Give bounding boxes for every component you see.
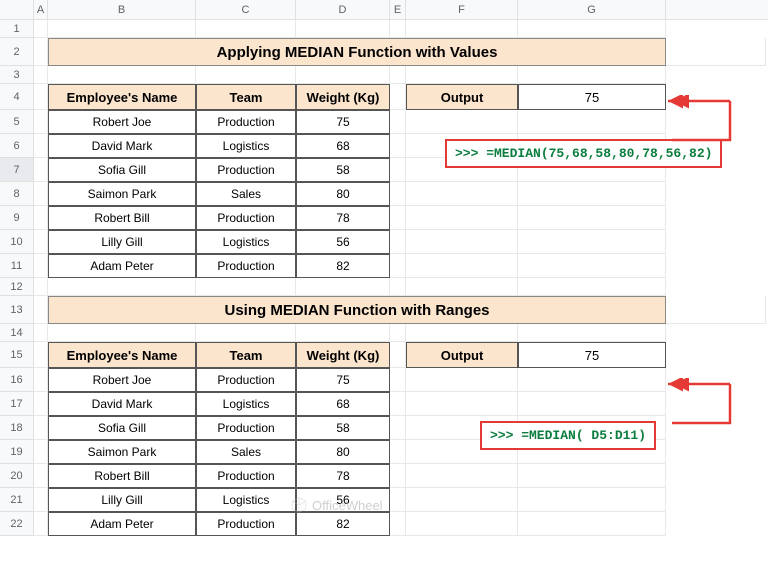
col-header-c[interactable]: C	[196, 0, 296, 19]
row-header-17[interactable]: 17	[0, 392, 34, 416]
spreadsheet: A B C D E F G 1 2 Applying MEDIAN Functi…	[0, 0, 768, 536]
col-header-f[interactable]: F	[406, 0, 518, 19]
row-header-12[interactable]: 12	[0, 278, 34, 296]
output-label-2[interactable]: Output	[406, 342, 518, 368]
cell-a1[interactable]	[34, 20, 48, 38]
cell-c1[interactable]	[196, 20, 296, 38]
row-header-3[interactable]: 3	[0, 66, 34, 84]
column-headers: A B C D E F G	[0, 0, 768, 20]
formula-annotation-2: >>> =MEDIAN( D5:D11)	[480, 421, 656, 450]
header-team-2[interactable]: Team	[196, 342, 296, 368]
watermark: OfficeWheel	[290, 496, 383, 514]
row-header-14[interactable]: 14	[0, 324, 34, 342]
table-row[interactable]: Sofia Gill	[48, 158, 196, 182]
row-header-9[interactable]: 9	[0, 206, 34, 230]
col-header-g[interactable]: G	[518, 0, 666, 19]
table-row[interactable]: Saimon Park	[48, 182, 196, 206]
row-header-5[interactable]: 5	[0, 110, 34, 134]
header-weight-2[interactable]: Weight (Kg)	[296, 342, 390, 368]
header-name-1[interactable]: Employee's Name	[48, 84, 196, 110]
row-header-21[interactable]: 21	[0, 488, 34, 512]
row-header-4[interactable]: 4	[0, 84, 34, 110]
row-header-15[interactable]: 15	[0, 342, 34, 368]
grid-body: 1 2 Applying MEDIAN Function with Values…	[0, 20, 768, 536]
table-row[interactable]: Lilly Gill	[48, 488, 196, 512]
row-header-8[interactable]: 8	[0, 182, 34, 206]
output-value-2[interactable]: 75	[518, 342, 666, 368]
output-value-1[interactable]: 75	[518, 84, 666, 110]
table-row[interactable]: Saimon Park	[48, 440, 196, 464]
watermark-text: OfficeWheel	[312, 498, 383, 513]
header-team-1[interactable]: Team	[196, 84, 296, 110]
row-header-10[interactable]: 10	[0, 230, 34, 254]
title-2[interactable]: Using MEDIAN Function with Ranges	[48, 296, 666, 324]
header-weight-1[interactable]: Weight (Kg)	[296, 84, 390, 110]
row-header-1[interactable]: 1	[0, 20, 34, 38]
cell-a2[interactable]	[34, 38, 48, 66]
table-row[interactable]: Robert Bill	[48, 206, 196, 230]
header-name-2[interactable]: Employee's Name	[48, 342, 196, 368]
col-header-b[interactable]: B	[48, 0, 196, 19]
cell-e1[interactable]	[390, 20, 406, 38]
table-row[interactable]: Lilly Gill	[48, 230, 196, 254]
row-header-6[interactable]: 6	[0, 134, 34, 158]
col-header-a[interactable]: A	[34, 0, 48, 19]
table-row[interactable]: Robert Joe	[48, 110, 196, 134]
formula-annotation-1: >>> =MEDIAN(75,68,58,80,78,56,82)	[445, 139, 722, 168]
table-row[interactable]: Adam Peter	[48, 512, 196, 536]
cell-d1[interactable]	[296, 20, 390, 38]
col-header-d[interactable]: D	[296, 0, 390, 19]
table-row[interactable]: Adam Peter	[48, 254, 196, 278]
row-header-18[interactable]: 18	[0, 416, 34, 440]
output-label-1[interactable]: Output	[406, 84, 518, 110]
row-header-22[interactable]: 22	[0, 512, 34, 536]
row-header-11[interactable]: 11	[0, 254, 34, 278]
title-1[interactable]: Applying MEDIAN Function with Values	[48, 38, 666, 66]
cell-g1[interactable]	[518, 20, 666, 38]
row-header-13[interactable]: 13	[0, 296, 34, 324]
cell-b1[interactable]	[48, 20, 196, 38]
row-header-2[interactable]: 2	[0, 38, 34, 66]
row-header-20[interactable]: 20	[0, 464, 34, 488]
table-row[interactable]: Robert Bill	[48, 464, 196, 488]
corner-cell[interactable]	[0, 0, 34, 19]
table-row[interactable]: Sofia Gill	[48, 416, 196, 440]
table-row[interactable]: David Mark	[48, 134, 196, 158]
row-header-16[interactable]: 16	[0, 368, 34, 392]
cell-h2[interactable]	[666, 38, 766, 66]
row-header-7[interactable]: 7	[0, 158, 34, 182]
table-row[interactable]: David Mark	[48, 392, 196, 416]
cell-f1[interactable]	[406, 20, 518, 38]
row-header-19[interactable]: 19	[0, 440, 34, 464]
table-row[interactable]: Robert Joe	[48, 368, 196, 392]
col-header-e[interactable]: E	[390, 0, 406, 19]
